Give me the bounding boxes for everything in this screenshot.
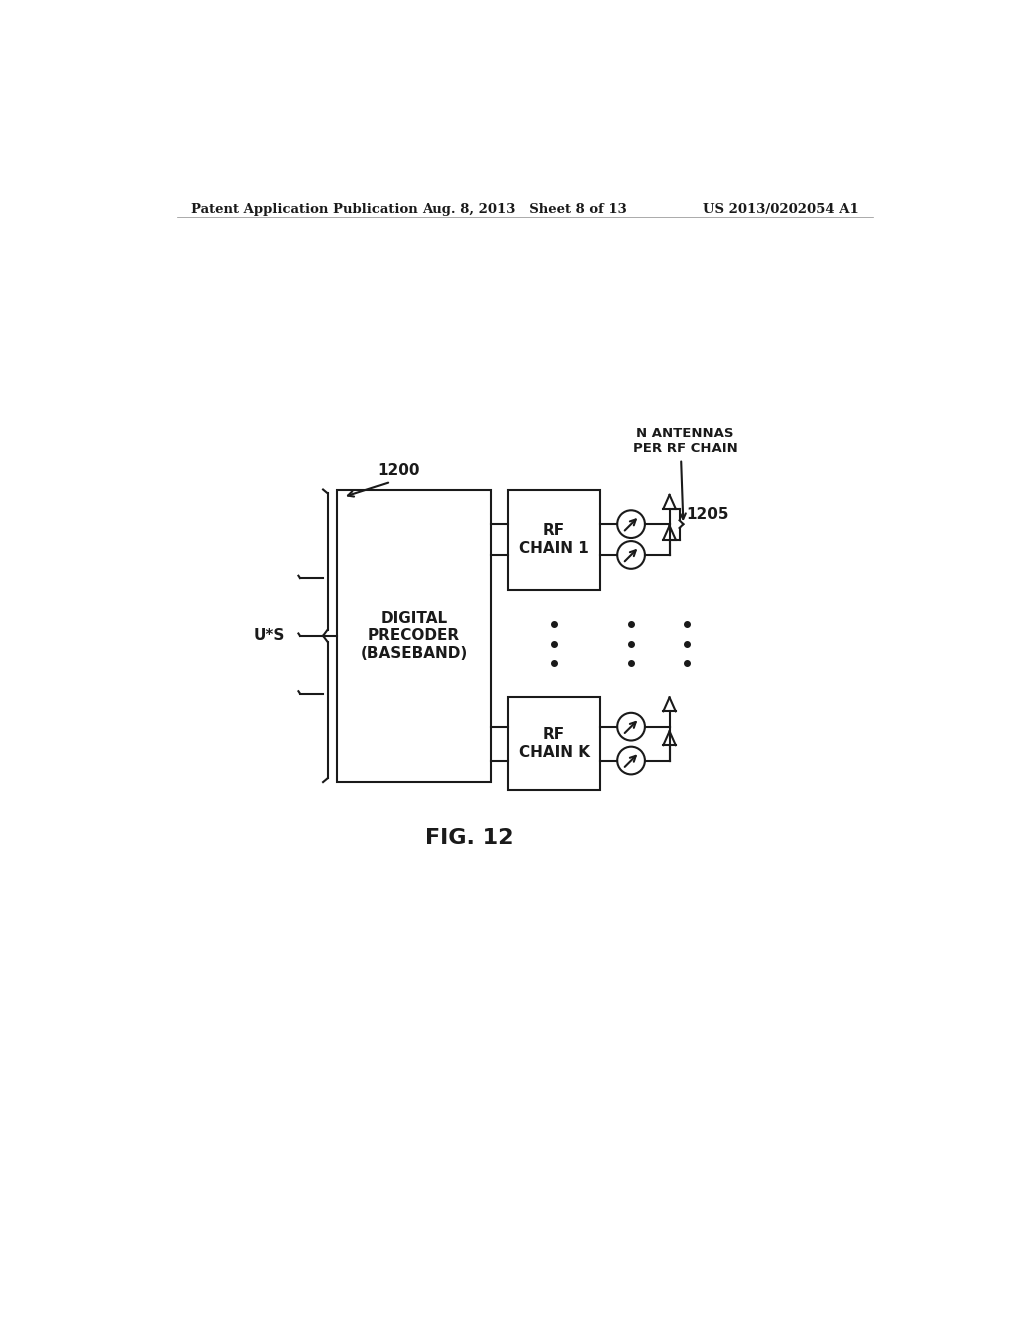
Bar bbox=[508, 697, 600, 789]
Circle shape bbox=[617, 511, 645, 539]
Bar bbox=[508, 490, 600, 590]
Bar bbox=[337, 490, 490, 781]
Text: FIG. 12: FIG. 12 bbox=[425, 829, 514, 849]
Text: 1200: 1200 bbox=[377, 463, 420, 478]
Text: 1205: 1205 bbox=[686, 507, 729, 523]
Circle shape bbox=[617, 541, 645, 569]
Text: Aug. 8, 2013   Sheet 8 of 13: Aug. 8, 2013 Sheet 8 of 13 bbox=[423, 203, 627, 216]
Text: Patent Application Publication: Patent Application Publication bbox=[190, 203, 418, 216]
Text: DIGITAL
PRECODER
(BASEBAND): DIGITAL PRECODER (BASEBAND) bbox=[360, 611, 468, 661]
Text: RF
CHAIN 1: RF CHAIN 1 bbox=[519, 523, 589, 556]
Text: RF
CHAIN K: RF CHAIN K bbox=[518, 727, 590, 760]
Text: N ANTENNAS
PER RF CHAIN: N ANTENNAS PER RF CHAIN bbox=[633, 426, 737, 455]
Circle shape bbox=[617, 713, 645, 741]
Circle shape bbox=[617, 747, 645, 775]
Text: US 2013/0202054 A1: US 2013/0202054 A1 bbox=[703, 203, 859, 216]
Text: U*S: U*S bbox=[254, 628, 286, 643]
